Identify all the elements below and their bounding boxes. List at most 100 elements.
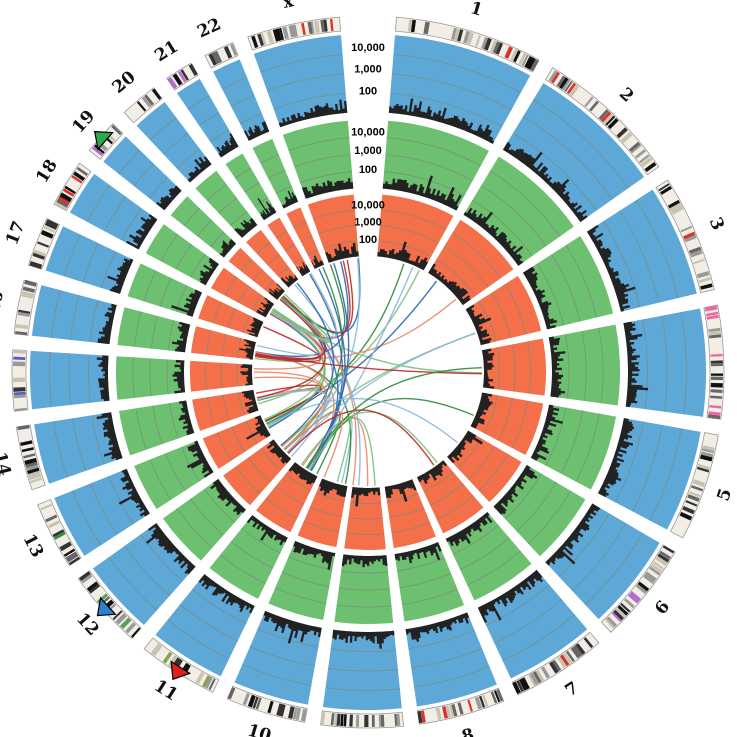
cytoband — [614, 607, 627, 619]
cytoband — [556, 75, 567, 88]
cytoband — [23, 453, 36, 459]
cytoband — [605, 616, 618, 628]
grid-arc — [265, 498, 298, 519]
cytoband — [683, 231, 696, 240]
cytoband — [612, 609, 624, 621]
cytoband — [53, 530, 66, 540]
cytoband — [693, 258, 706, 265]
grid-arc — [330, 648, 397, 652]
grid-arc — [236, 338, 242, 358]
track-band — [195, 170, 258, 238]
grid-arc — [49, 352, 52, 408]
histogram-bars — [288, 462, 318, 485]
cytoband — [13, 377, 26, 383]
grid-arc — [336, 604, 392, 608]
cytoband — [692, 479, 706, 488]
link-arc — [306, 263, 350, 469]
histogram-bars — [384, 479, 417, 502]
cytoband — [21, 290, 35, 296]
grid-arc — [88, 354, 91, 403]
histogram-bars — [493, 465, 538, 515]
markers — [93, 130, 192, 681]
chromosome-x — [253, 35, 359, 263]
grid-arc — [50, 289, 61, 338]
grid-arc — [124, 545, 171, 597]
cytoband — [704, 305, 718, 312]
cytoband — [167, 76, 178, 90]
histogram-bars — [97, 303, 117, 345]
cytoband — [561, 79, 571, 91]
cytoband — [518, 53, 527, 65]
cytoband — [564, 80, 573, 92]
histogram-bars — [470, 392, 493, 429]
cytoband — [279, 27, 285, 40]
scale-label: 100 — [359, 234, 377, 246]
cytoband — [513, 50, 521, 63]
cytoband — [115, 613, 127, 625]
chromosome-6 — [447, 430, 660, 620]
track-band — [225, 153, 277, 221]
link-arc — [287, 409, 435, 466]
grid-arc — [472, 199, 533, 257]
cytoband — [247, 694, 256, 708]
cytoband — [572, 645, 583, 658]
scale-label: 10,000 — [351, 42, 385, 54]
grid-arc — [565, 244, 598, 318]
cytoband — [420, 710, 426, 723]
cytoband — [660, 185, 672, 195]
cytoband — [144, 94, 155, 106]
grid-arc — [251, 294, 262, 311]
chromosome-label: 16 — [0, 289, 8, 316]
histogram-bars — [266, 439, 292, 464]
track-band — [268, 541, 336, 620]
cytoband — [638, 154, 650, 164]
grid-arc — [149, 358, 152, 397]
scale-label: 100 — [359, 164, 377, 176]
grid-arc — [275, 185, 292, 194]
grid-arc — [536, 263, 564, 326]
grid-arc — [533, 99, 629, 189]
grid-arc — [512, 132, 597, 212]
grid-arc — [635, 199, 679, 299]
link-arc — [266, 263, 405, 425]
cytoband — [73, 171, 86, 182]
grid-arc — [423, 471, 454, 492]
link-arcs — [253, 258, 483, 487]
track-band — [297, 478, 348, 548]
cytoband — [710, 373, 723, 376]
cytoband — [467, 699, 473, 712]
grid-arc — [504, 284, 527, 335]
grid-arc — [133, 163, 154, 187]
grid-arc — [632, 424, 663, 512]
ideogram-8 — [417, 687, 505, 725]
grid-arc — [511, 400, 529, 448]
ideogram-20 — [123, 87, 163, 124]
grid-arc — [273, 92, 346, 110]
cytoband — [565, 650, 575, 662]
grid-arc — [242, 315, 250, 333]
grid-arc — [230, 541, 274, 569]
ideogram-10 — [226, 685, 308, 723]
link-arc — [287, 332, 476, 454]
grid-arc — [150, 315, 158, 349]
grid-arc — [132, 357, 135, 398]
cytoband — [629, 591, 642, 602]
track-band — [447, 430, 522, 503]
track-band — [267, 217, 311, 277]
histogram-bars — [240, 364, 253, 386]
cytoband — [30, 477, 43, 484]
cytoband — [18, 309, 31, 314]
chromosome-label: 8 — [460, 725, 477, 737]
histogram-bars — [171, 289, 202, 317]
grid-arc — [478, 453, 509, 492]
grid-arc — [452, 232, 502, 279]
cytoband — [521, 677, 530, 690]
cytoband — [617, 605, 629, 616]
grid-arc — [162, 132, 189, 155]
grid-arc — [167, 320, 175, 351]
grid-arc — [175, 243, 192, 270]
cytoband — [710, 382, 723, 388]
chromosome-12 — [92, 439, 292, 626]
grid-arc — [312, 209, 356, 220]
